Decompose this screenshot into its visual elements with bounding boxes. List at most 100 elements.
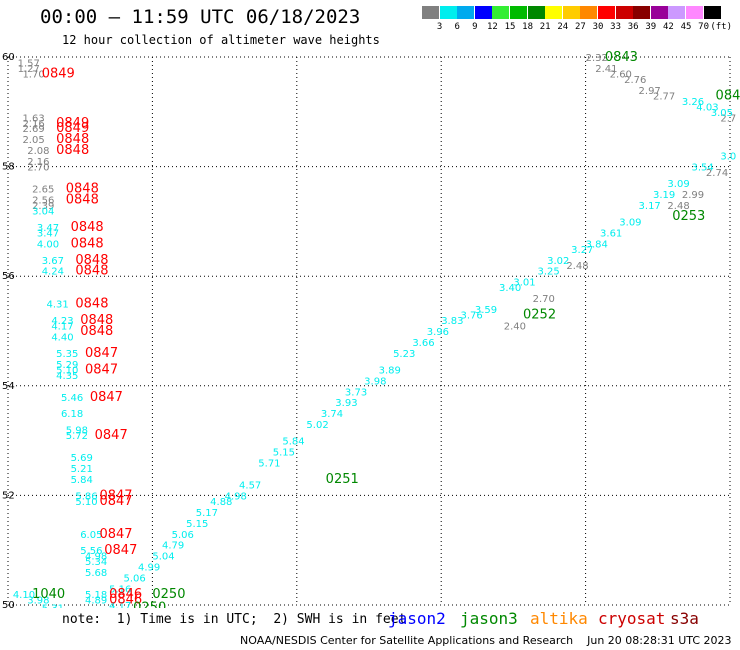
wave-height-label: 5.68 [85,568,107,579]
wave-height-label: 2.40 [504,322,526,333]
wave-height-label: 5.84 [282,437,304,448]
wave-height-label: 3.47 [37,228,59,239]
colorbar-label: 24 [557,22,569,32]
colorbar-swatch [668,6,686,19]
x-tick-label: -18 [577,607,593,608]
wave-height-label: 2.48 [667,201,689,212]
wave-height-label: 5.35 [56,349,78,360]
wave-height-label: 4.98 [225,491,247,502]
colorbar-label: 33 [610,22,622,32]
wave-height-label: 4.31 [47,300,69,311]
time-label: 0848 [66,182,99,197]
time-label: 0848 [80,324,113,339]
colorbar-label: 3 [436,22,443,32]
wave-height-label: 3.83 [441,316,463,327]
wave-height-label: 3.0 [720,152,736,163]
wave-height-label: 5.17 [196,508,218,519]
wave-height-label: 5.18 [85,590,107,601]
wave-height-label: 4.40 [51,332,73,343]
colorbar-label: 15 [504,22,516,32]
time-label: 0848 [75,264,108,279]
colorbar-swatch [474,6,492,19]
colorbar-label: 27 [574,22,586,32]
time-label: 0843 [605,50,638,65]
wave-height-label: 3.59 [475,305,497,316]
y-tick-label: 54 [2,381,15,392]
time-label: 0847 [85,346,118,361]
x-tick-label: -30 [0,607,16,608]
wave-height-label: 3.96 [427,327,449,338]
wave-height-label: 4.24 [42,267,64,278]
time-label: 0848 [71,220,104,235]
wave-height-label: 5.16 [109,585,131,596]
colorbar-swatch [650,6,668,19]
wave-height-label: 3.17 [639,201,661,212]
time-label: 0251 [326,472,359,487]
wave-height-label: 3.26 [682,97,704,108]
wave-height-label: 5.15 [186,519,208,530]
x-tick-label: -27 [144,607,160,608]
wave-height-label: 4.89 [85,596,107,607]
wave-height-label: 5.34 [85,557,107,568]
satellite-cryosat: cryosat [598,609,666,628]
wave-height-label: 3.54 [691,163,713,174]
wave-height-label: 1.27 [18,64,40,75]
wave-height-label: 2.48 [566,261,588,272]
time-label: 0848 [56,132,89,147]
wave-height-label: 5.46 [61,393,83,404]
time-label: 0252 [523,308,556,323]
wave-height-label: 2.56 [32,195,54,206]
wave-height-label: 5.21 [71,464,93,475]
colorbar-label: 9 [472,22,478,32]
time-label: 0250 [133,601,166,608]
colorbar-swatch [439,6,457,19]
wave-height-label: 5.31 [42,604,64,608]
wave-height-label: 3.02 [547,256,569,267]
time-label: 0848 [75,253,108,268]
time-label: 0847 [85,362,118,377]
wave-height-label: 5.15 [273,448,295,459]
colorbar-label: 21 [539,22,551,32]
time-label: 0849 [56,121,89,136]
colorbar-swatch [492,6,510,19]
wave-height-label: 5.06 [172,530,194,541]
wave-height-label: 5.69 [71,453,93,464]
colorbar-swatch [545,6,563,19]
wave-height-label: 5.71 [258,459,280,470]
wave-height-label: 6.05 [80,530,102,541]
satellite-altika: altika [530,609,588,628]
wave-height-label: 5.04 [152,552,174,563]
wave-height-label: 3.93 [335,398,357,409]
wave-height-label: 2.41 [595,64,617,75]
wave-height-label: 3.74 [321,409,343,420]
wave-height-label: 2.70 [27,163,49,174]
time-label: 0847 [95,428,128,443]
wave-height-label: 3.09 [667,179,689,190]
time-label: 0847 [99,527,132,542]
wave-height-label: 3.01 [513,278,535,289]
wave-height-label: 3.09 [619,217,641,228]
wave-height-label: 1.57 [18,58,40,69]
colorbar-swatch [422,6,439,19]
time-label: 0847 [104,543,137,558]
colorbar-swatch [510,6,527,19]
colorbar-label: 36 [627,22,639,32]
chart-title: 00:00 – 11:59 UTC 06/18/2023 [40,6,361,28]
colorbar-swatch [686,6,703,19]
wave-height-label: 2.77 [653,91,675,102]
wave-height-label: 4.88 [210,497,232,508]
colorbar-label: 6 [454,22,460,32]
wave-height-label: 5.84 [71,475,93,486]
wave-height-label: 3.67 [42,256,64,267]
wave-height-label: 2.97 [639,86,661,97]
wave-height-label: 3.76 [460,311,482,322]
time-label: 0849 [42,66,75,81]
wave-height-label: 2.7 [720,113,736,124]
satellite-s3a: s3a [670,609,699,628]
y-tick-label: 56 [2,271,15,282]
wave-height-label: 2.08 [27,146,49,157]
credit-line: NOAA/NESDIS Center for Satellite Applica… [240,634,732,647]
wave-height-label: 2.69 [22,124,44,135]
plot-area: -30-27-24-21-18-155052545658601.571.271.… [0,50,740,608]
colorbar-label: 12 [486,22,498,32]
